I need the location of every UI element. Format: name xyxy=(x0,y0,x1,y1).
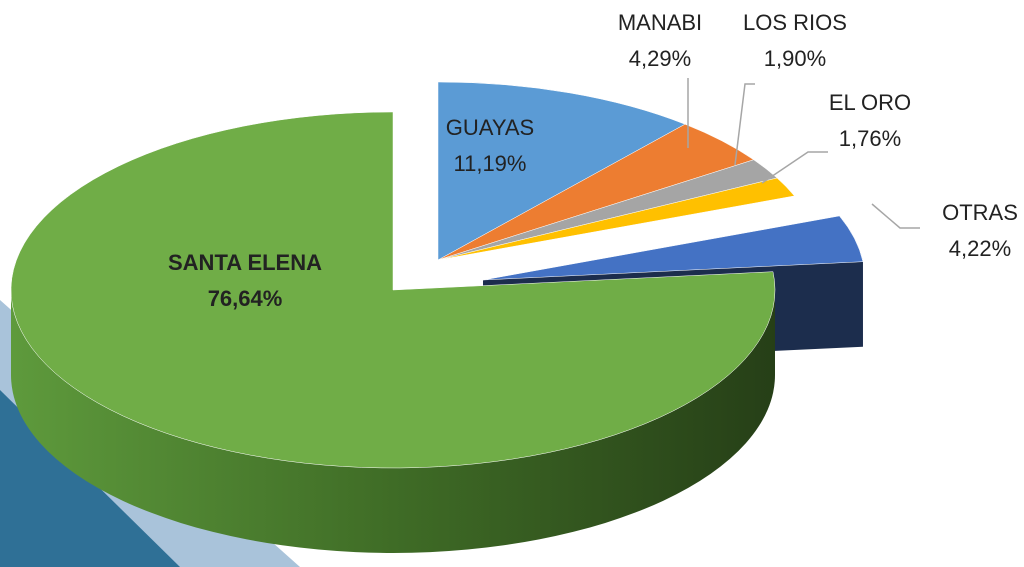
data-label-name: GUAYAS xyxy=(446,115,534,140)
pie-slice xyxy=(437,81,686,261)
data-label-value: 11,19% xyxy=(454,151,527,176)
data-label-value: 1,76% xyxy=(839,126,901,151)
data-label-value: 1,90% xyxy=(764,46,826,71)
pie-slice xyxy=(437,177,795,261)
pie-slice xyxy=(482,215,864,281)
leader-line xyxy=(871,203,920,229)
pie-slice xyxy=(10,111,776,469)
leader-line xyxy=(761,151,828,184)
slice-side xyxy=(11,290,775,553)
data-label-value: 4,22% xyxy=(949,236,1011,261)
data-label-name: OTRAS xyxy=(942,200,1018,225)
data-label-name: LOS RIOS xyxy=(743,10,847,35)
data-label-name: EL ORO xyxy=(829,90,911,115)
data-label-value: 76,64% xyxy=(208,286,283,311)
data-label-name: SANTA ELENA xyxy=(168,250,322,275)
data-label-name: MANABI xyxy=(618,10,702,35)
leader-line xyxy=(734,83,755,166)
data-label-value: 4,29% xyxy=(629,46,691,71)
